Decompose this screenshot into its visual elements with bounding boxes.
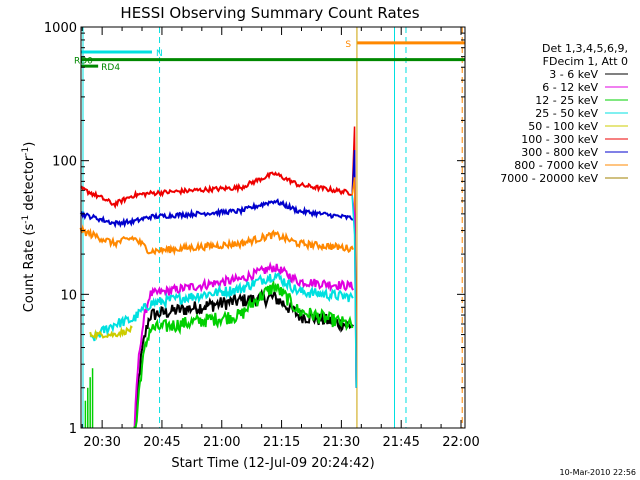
series-line	[89, 271, 354, 342]
x-tick-label: 20:45	[143, 435, 180, 450]
legend-label: 6 - 12 keV	[542, 81, 598, 94]
legend-label: 800 - 7000 keV	[514, 159, 598, 172]
legend-label: 3 - 6 keV	[549, 68, 598, 81]
y-tick-label: 10	[60, 288, 77, 303]
y-axis-label-part: Count Rate (s	[22, 224, 37, 313]
plot-frame	[80, 26, 466, 429]
x-axis-label: Start Time (12-Jul-09 20:24:42)	[171, 456, 374, 471]
y-axis-label-part: )	[22, 142, 37, 147]
flag-label: RD4	[101, 63, 120, 73]
legend-label: 100 - 300 keV	[521, 133, 598, 146]
flare-spike	[351, 195, 357, 388]
x-tick-label: 21:00	[203, 435, 240, 450]
series-line	[79, 198, 354, 229]
series-line	[80, 171, 353, 210]
legend-label: 50 - 100 keV	[528, 120, 598, 133]
chart-title: HESSI Observing Summary Count Rates	[120, 4, 419, 22]
x-tick-label: 21:45	[382, 435, 419, 450]
flag-label: S	[345, 40, 351, 50]
timestamp: 10-Mar-2010 22:56	[560, 468, 637, 477]
legend-label: 12 - 25 keV	[535, 94, 598, 107]
series-line	[89, 325, 133, 341]
legend-header: Det 1,3,4,5,6,9,	[542, 42, 628, 55]
series-line	[133, 279, 354, 429]
x-tick-label: 22:00	[442, 435, 479, 450]
legend-label: 300 - 800 keV	[521, 146, 598, 159]
y-tick-label: 1	[69, 422, 77, 437]
y-tick-label: 100	[52, 155, 77, 170]
x-tick-label: 21:30	[323, 435, 360, 450]
y-axis-label-sup: -1	[21, 215, 31, 224]
x-tick-label: 20:30	[83, 435, 120, 450]
axes: 1 10 100 1000 20:30 20:45 21:00 21:15 21:30 21:45…	[44, 21, 480, 450]
flag-label: N	[156, 49, 163, 59]
legend-label: 25 - 50 keV	[535, 107, 598, 120]
legend-header: FDecim 1, Att 0	[543, 55, 628, 68]
legend: Det 1,3,4,5,6,9,FDecim 1, Att 03 - 6 keV…	[500, 42, 628, 185]
mode-flags: N RD0 RD4 S	[74, 40, 465, 73]
series-line	[79, 224, 354, 257]
series-line	[133, 261, 354, 429]
y-axis-label-part: detector	[22, 155, 37, 215]
y-axis-label-sup: -1	[21, 147, 31, 156]
y-tick-label: 1000	[44, 21, 77, 36]
y-axis-label: Count Rate (s-1 detector-1)	[21, 142, 37, 313]
x-tick-label: 21:15	[263, 435, 300, 450]
flag-label: RD0	[74, 57, 93, 67]
series-layer	[79, 126, 357, 429]
legend-label: 7000 - 20000 keV	[500, 172, 598, 185]
